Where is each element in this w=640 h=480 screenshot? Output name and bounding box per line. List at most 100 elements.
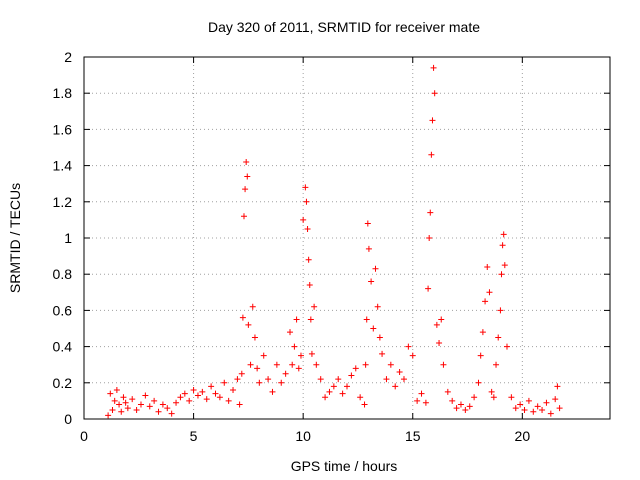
data-point: [225, 397, 232, 404]
data-point: [430, 64, 437, 71]
data-point: [295, 365, 302, 372]
data-point: [498, 271, 505, 278]
data-point: [107, 390, 114, 397]
data-point: [109, 406, 116, 413]
y-tick-label: 1.2: [53, 194, 73, 210]
data-point: [146, 403, 153, 410]
data-point: [236, 401, 243, 408]
data-point: [547, 410, 554, 417]
y-tick-label: 1: [64, 230, 72, 246]
data-point: [486, 289, 493, 296]
data-point: [308, 350, 315, 357]
data-point: [151, 397, 158, 404]
data-point: [208, 383, 215, 390]
data-point: [124, 405, 131, 412]
chart-title: Day 320 of 2011, SRMTID for receiver mat…: [208, 19, 480, 35]
data-point: [462, 406, 469, 413]
data-point: [500, 231, 507, 238]
data-point: [120, 394, 127, 401]
data-point: [525, 397, 532, 404]
data-point: [508, 394, 515, 401]
data-point: [374, 303, 381, 310]
data-point: [239, 314, 246, 321]
data-point: [245, 321, 252, 328]
y-axis-label: SRMTID / TECUs: [7, 183, 23, 293]
data-point: [278, 379, 285, 386]
data-point: [186, 397, 193, 404]
data-point: [137, 401, 144, 408]
data-point: [173, 399, 180, 406]
data-series: [105, 64, 563, 419]
data-point: [348, 372, 355, 379]
data-point: [238, 370, 245, 377]
data-point: [512, 405, 519, 412]
data-point: [517, 401, 524, 408]
data-point: [303, 198, 310, 205]
data-point: [302, 184, 309, 191]
y-tick-label: 0.8: [53, 266, 73, 282]
data-point: [357, 394, 364, 401]
data-point: [155, 408, 162, 415]
data-point: [521, 406, 528, 413]
axis-ticks: [83, 56, 610, 420]
data-point: [230, 387, 237, 394]
data-point: [113, 387, 120, 394]
data-point: [431, 90, 438, 97]
data-point: [530, 408, 537, 415]
data-point: [495, 334, 502, 341]
data-point: [289, 361, 296, 368]
data-point: [122, 399, 129, 406]
data-point: [396, 368, 403, 375]
x-tick-label: 20: [515, 428, 531, 444]
data-point: [142, 392, 149, 399]
data-point: [552, 396, 559, 403]
data-point: [364, 220, 371, 227]
data-point: [199, 388, 206, 395]
grid: [84, 57, 610, 419]
data-point: [352, 365, 359, 372]
data-point: [503, 343, 510, 350]
data-point: [260, 352, 267, 359]
data-point: [168, 410, 175, 417]
data-point: [256, 379, 263, 386]
data-point: [335, 376, 342, 383]
data-point: [111, 397, 118, 404]
data-point: [453, 405, 460, 412]
data-point: [457, 401, 464, 408]
data-point: [330, 383, 337, 390]
data-point: [449, 397, 456, 404]
data-point: [477, 352, 484, 359]
data-point: [368, 278, 375, 285]
y-tick-label: 1.4: [53, 158, 73, 174]
data-point: [116, 401, 123, 408]
data-point: [438, 316, 445, 323]
data-point: [273, 361, 280, 368]
y-tick-label: 0: [64, 411, 72, 427]
data-point: [425, 285, 432, 292]
data-point: [164, 405, 171, 412]
data-point: [326, 388, 333, 395]
data-point: [409, 352, 416, 359]
data-point: [291, 343, 298, 350]
y-tick-labels: 0 0.2 0.4 0.6 0.8 1 1.2 1.4 1.6 1.8 2: [53, 49, 73, 427]
x-tick-label: 5: [190, 428, 198, 444]
data-point: [392, 383, 399, 390]
data-point: [488, 388, 495, 395]
data-point: [361, 401, 368, 408]
data-point: [493, 361, 500, 368]
data-point: [422, 399, 429, 406]
data-point: [249, 303, 256, 310]
plot-frame: [83, 56, 611, 420]
data-point: [305, 256, 312, 263]
data-point: [317, 376, 324, 383]
data-point: [181, 390, 188, 397]
data-point: [313, 361, 320, 368]
data-point: [234, 376, 241, 383]
data-point: [339, 390, 346, 397]
data-point: [287, 329, 294, 336]
data-point: [159, 401, 166, 408]
data-point: [400, 376, 407, 383]
data-point: [311, 303, 318, 310]
data-point: [304, 225, 311, 232]
data-point: [383, 376, 390, 383]
